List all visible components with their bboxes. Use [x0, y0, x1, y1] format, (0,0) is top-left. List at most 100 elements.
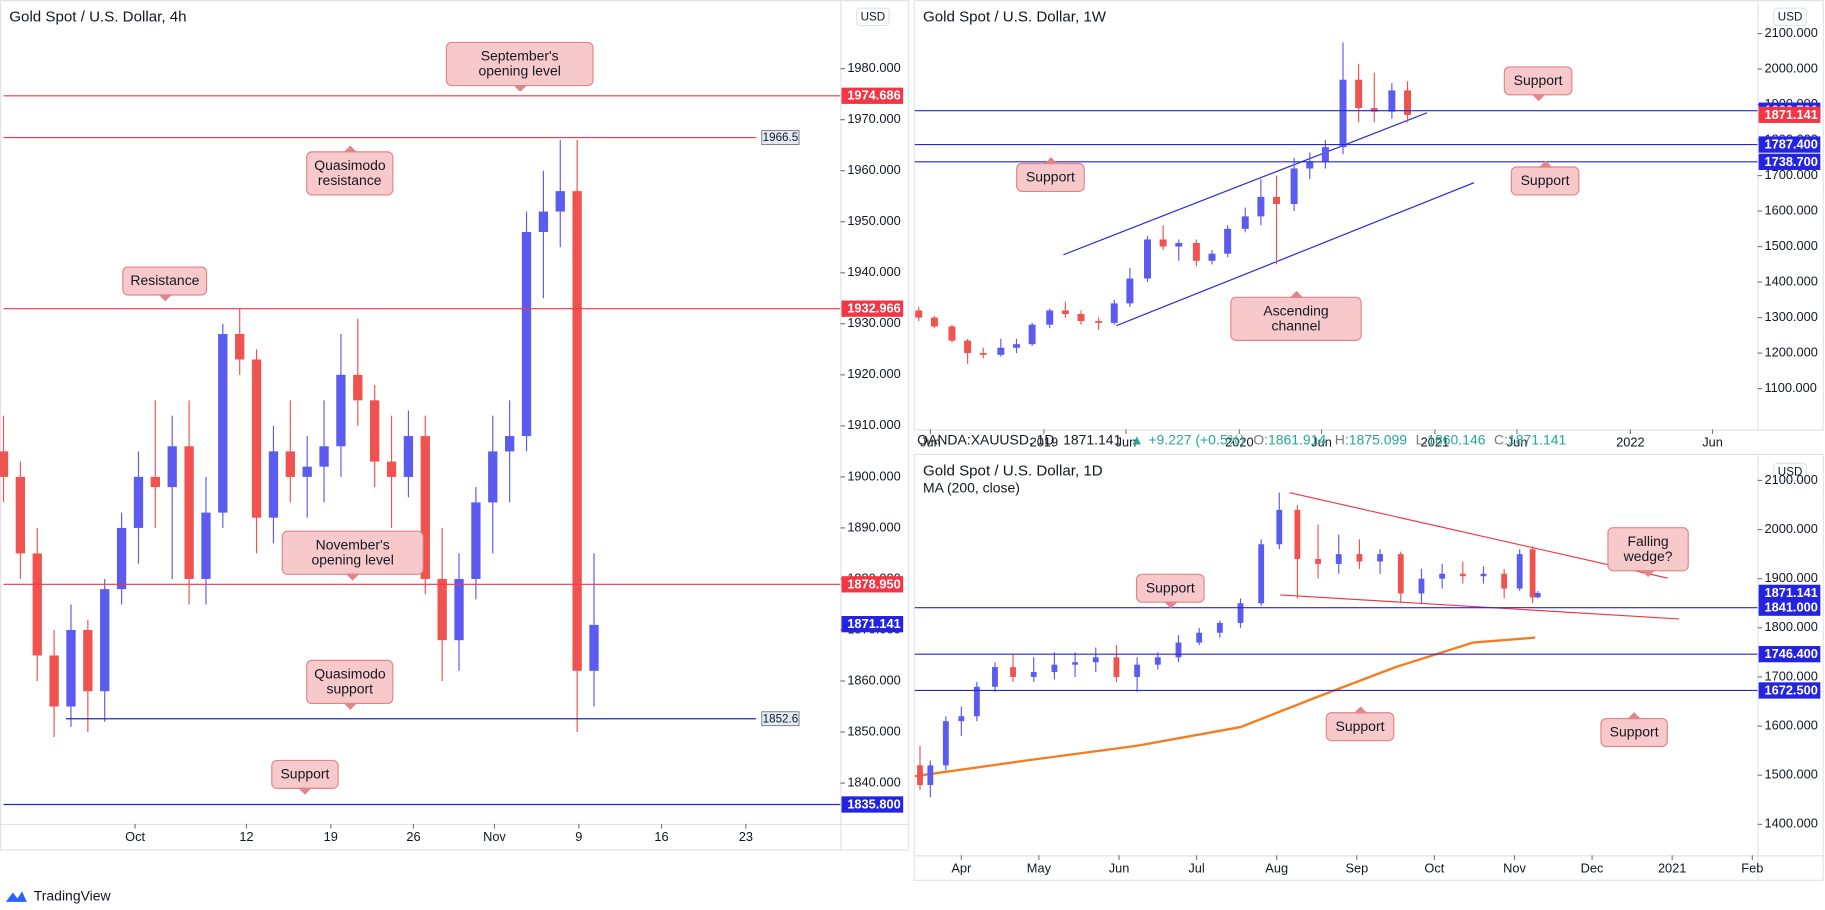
candle-body	[1095, 321, 1103, 323]
annotation: Support	[1135, 573, 1205, 609]
y-tick-label: 1910.000	[847, 417, 900, 432]
candle-body	[958, 716, 965, 722]
ohlc-value: 1875.099	[1348, 431, 1408, 449]
last-price: 1871.141	[1063, 431, 1122, 449]
currency-box	[1773, 462, 1807, 482]
candle-body	[1196, 632, 1203, 643]
y-tick-label: 1970.000	[847, 111, 900, 126]
candle-body	[973, 686, 980, 717]
candle-body	[1159, 239, 1167, 247]
price-tag	[1758, 599, 1821, 616]
candle-body	[353, 374, 363, 401]
candle-body	[915, 310, 923, 318]
y-tick-label: 2000.000	[1764, 60, 1817, 75]
trend-line	[1063, 112, 1428, 256]
y-tick-label: 1940.000	[847, 264, 900, 279]
y-tick-label: 1100.000	[1764, 380, 1816, 395]
price-tag-label: 1841.000	[1764, 600, 1817, 615]
candle-body	[1126, 278, 1134, 304]
x-tick-label: May	[1027, 861, 1052, 876]
annotation: Support	[1510, 160, 1580, 196]
x-tick-label: Jun	[1311, 435, 1332, 450]
x-tick-label: 2019	[1030, 435, 1058, 450]
price-tag-label: 1871.141	[1764, 107, 1817, 122]
candle-body	[589, 624, 599, 671]
y-tick-label: 1850.000	[847, 723, 900, 738]
candle-body	[1258, 544, 1265, 604]
panel-border	[913, 453, 1824, 881]
annotation: Support	[271, 759, 339, 795]
panel-border	[0, 0, 910, 851]
x-tick-label: Nov	[483, 829, 506, 844]
candle-body	[15, 476, 26, 554]
annotation: Quasimodo resistance	[306, 145, 394, 196]
candle-body	[420, 436, 430, 579]
candle-body	[1134, 664, 1141, 677]
y-tick-label: 1900.000	[847, 468, 900, 483]
ma-line	[914, 636, 1536, 778]
candle-body	[488, 451, 498, 503]
candle-body	[1480, 573, 1487, 577]
y-tick-label: 1900.000	[1764, 570, 1817, 585]
candle-body	[1110, 303, 1118, 323]
candle-body	[979, 353, 987, 355]
x-tick-label: Jun	[1116, 435, 1137, 450]
candle-body	[1216, 622, 1223, 633]
candle-body	[1077, 314, 1085, 322]
x-tick-label: 2020	[1225, 435, 1253, 450]
candle-body	[1276, 509, 1283, 545]
x-tick-label: 12	[239, 829, 253, 844]
candle-body	[133, 476, 144, 528]
y-tick-label: 1700.000	[1764, 167, 1817, 182]
ohlc-label: L:	[1415, 431, 1428, 449]
price-tag-label: 1835.800	[847, 796, 900, 811]
candle-body	[285, 451, 295, 477]
candle-body	[1294, 509, 1301, 560]
x-tick-label: 9	[575, 829, 582, 844]
candle-body	[167, 446, 177, 488]
price-tag	[841, 87, 904, 104]
legend-entry: MA (200, close)	[923, 479, 1020, 495]
change: +9.227 (+0.5%)	[1148, 431, 1245, 449]
currency-box	[856, 7, 890, 27]
candle-body	[1529, 549, 1536, 598]
candle-body	[403, 436, 414, 477]
y-tick-label: 2100.000	[1764, 25, 1817, 40]
x-tick-label: 19	[324, 829, 338, 844]
ohlc-value: 1871.141	[1508, 431, 1567, 449]
price-tag-label: 1878.950	[847, 576, 900, 591]
candle-body	[948, 326, 956, 341]
candle-body	[1154, 657, 1161, 665]
candle-body	[1290, 168, 1298, 204]
candle-body	[1224, 228, 1232, 254]
candle-body	[927, 765, 934, 786]
price-tag	[841, 616, 904, 633]
currency: USD	[1778, 466, 1803, 479]
candle-body	[386, 461, 397, 477]
candle-body	[1459, 573, 1466, 577]
y-tick-label: 1800.000	[1764, 619, 1817, 634]
y-tick-label: 1840.000	[847, 774, 900, 789]
candle-body	[83, 629, 93, 692]
x-tick-label: Feb	[1741, 861, 1763, 876]
candle-body	[184, 446, 194, 579]
annotation: November's opening level	[281, 530, 424, 581]
panel-border	[913, 0, 1824, 431]
candle-body	[1051, 664, 1058, 673]
candle-body	[1397, 554, 1404, 594]
price-box-label: 1966.5	[763, 131, 799, 144]
candle-body	[1355, 79, 1363, 109]
currency: USD	[861, 11, 886, 24]
candle-body	[930, 317, 938, 327]
candle-body	[1273, 196, 1281, 204]
candle-body	[1013, 344, 1020, 348]
y-tick-label: 1930.000	[847, 315, 900, 330]
candle-body	[1356, 554, 1363, 562]
x-tick-label: Sep	[1345, 861, 1368, 876]
y-tick-label: 1600.000	[1764, 202, 1817, 217]
ohlc-value: 1861.914	[1267, 431, 1327, 449]
candle-body	[437, 578, 447, 641]
x-tick-label: Jun	[1109, 861, 1130, 876]
